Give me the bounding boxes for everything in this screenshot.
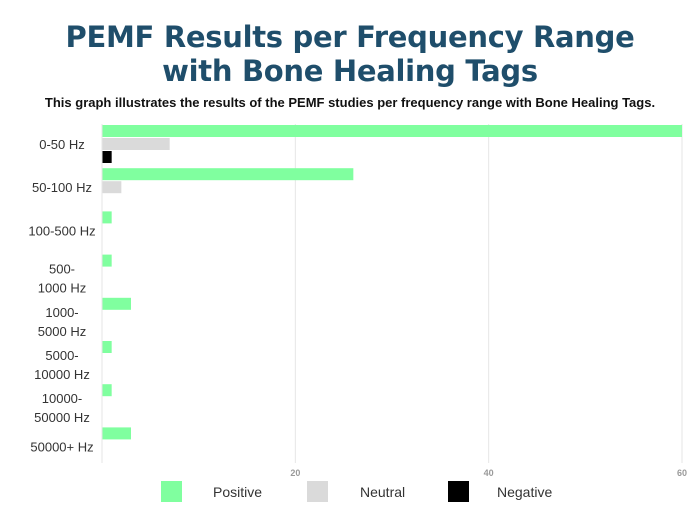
chart-subtitle: This graph illustrates the results of th… — [44, 95, 656, 110]
legend-swatch-neutral — [307, 481, 328, 502]
y-category-label: 5000- — [45, 348, 78, 363]
bar-neutral — [102, 181, 122, 194]
bar-positive — [102, 168, 354, 181]
bar-positive — [102, 384, 112, 397]
legend-swatch-negative — [448, 481, 469, 502]
legend-label-negative: Negative — [497, 484, 553, 500]
y-category-label: 500- — [49, 262, 75, 277]
y-category-label: 10000- — [42, 391, 82, 406]
y-category-label: 10000 Hz — [34, 367, 90, 382]
bar-neutral — [102, 138, 170, 150]
chart-title: PEMF Results per Frequency Range with Bo… — [0, 20, 700, 88]
y-category-label: 50000+ Hz — [30, 439, 93, 454]
x-tick-label: 20 — [290, 468, 300, 478]
y-category-label: 50000 Hz — [34, 410, 90, 425]
bar-negative — [102, 151, 112, 163]
legend-swatch-positive — [161, 481, 182, 502]
y-category-label: 50-100 Hz — [32, 180, 92, 195]
legend-label-neutral: Neutral — [360, 484, 406, 500]
y-category-label: 1000- — [45, 305, 78, 320]
legend: Positive Neutral Negative — [0, 480, 700, 504]
x-tick-label: 40 — [484, 468, 494, 478]
y-category-label: 5000 Hz — [38, 324, 86, 339]
bar-positive — [102, 254, 112, 267]
bar-positive — [102, 427, 131, 440]
y-category-label: 100-500 Hz — [28, 223, 95, 238]
y-category-label: 1000 Hz — [38, 281, 86, 296]
chart-title-line-2: with Bone Healing Tags — [162, 54, 538, 88]
bar-positive — [102, 297, 131, 310]
bar-positive — [102, 211, 112, 224]
legend-label-positive: Positive — [213, 484, 263, 500]
bar-positive — [102, 125, 682, 137]
y-category-label: 0-50 Hz — [39, 137, 85, 152]
x-tick-label: 60 — [677, 468, 687, 478]
chart-title-line-1: PEMF Results per Frequency Range — [65, 20, 635, 54]
bar-positive — [102, 341, 112, 353]
